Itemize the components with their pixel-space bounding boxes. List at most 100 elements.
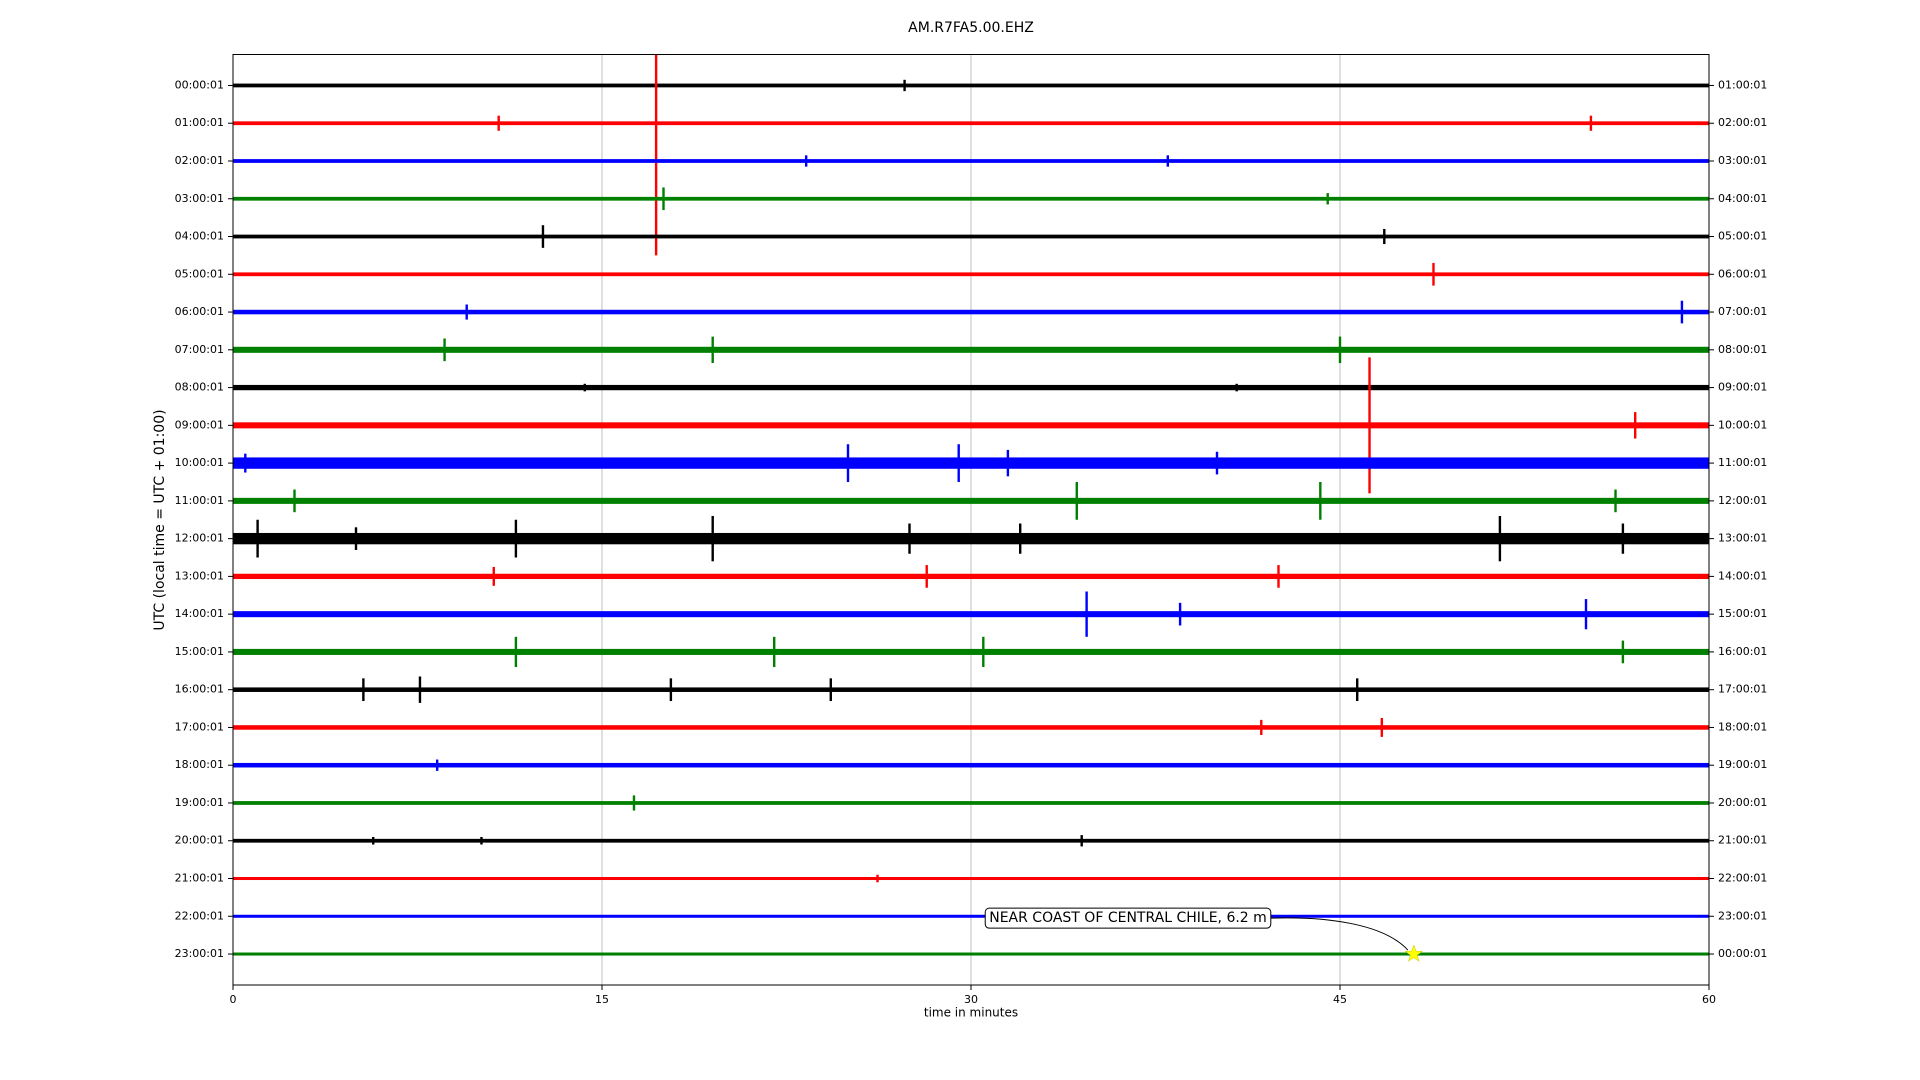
y-tick-label: 04:00:01 <box>175 230 224 243</box>
y-tick-label: 03:00:01 <box>175 192 224 205</box>
event-burst <box>804 155 808 167</box>
y-tick-label: 06:00:01 <box>175 305 224 318</box>
y-tick-label-right: 19:00:01 <box>1718 758 1767 771</box>
y-tick-label-right: 15:00:01 <box>1718 607 1767 620</box>
y-tick-label: 02:00:01 <box>175 154 224 167</box>
event-burst <box>1178 602 1182 626</box>
event-burst <box>514 519 518 558</box>
x-tick-label: 0 <box>230 993 237 1006</box>
y-tick-label-right: 20:00:01 <box>1718 796 1767 809</box>
y-tick-label: 21:00:01 <box>175 872 224 885</box>
y-tick-label-right: 11:00:01 <box>1718 456 1767 469</box>
y-tick-label: 00:00:01 <box>175 78 224 91</box>
y-tick-label-right: 22:00:01 <box>1718 872 1767 885</box>
event-burst <box>925 565 928 588</box>
y-tick-label-right: 17:00:01 <box>1718 683 1767 696</box>
y-tick-label-right: 05:00:01 <box>1718 230 1767 243</box>
y-tick-label-right: 07:00:01 <box>1718 305 1767 318</box>
event-burst <box>1215 451 1219 475</box>
y-tick-label-right: 18:00:01 <box>1718 720 1767 733</box>
y-tick-label: 10:00:01 <box>175 456 224 469</box>
event-burst <box>773 636 776 668</box>
event-burst <box>541 225 545 248</box>
event-burst <box>443 338 446 362</box>
y-tick-label: 19:00:01 <box>175 796 224 809</box>
event-burst <box>1383 228 1386 245</box>
chart-title: AM.R7FA5.00.EHZ <box>908 20 1034 36</box>
event-burst <box>244 453 247 473</box>
traces <box>233 54 1709 956</box>
y-tick-label-right: 03:00:01 <box>1718 154 1767 167</box>
event-burst <box>1338 336 1342 364</box>
y-tick-label-right: 23:00:01 <box>1718 909 1767 922</box>
y-tick-label: 01:00:01 <box>175 116 224 129</box>
event-burst <box>1006 449 1010 477</box>
y-tick-label-right: 13:00:01 <box>1718 532 1767 545</box>
event-burst <box>982 636 985 668</box>
annotation-arrow <box>1270 917 1409 951</box>
event-burst <box>1166 155 1169 167</box>
event-burst <box>846 444 850 482</box>
event-burst <box>1319 481 1322 520</box>
y-tick-label-right: 06:00:01 <box>1718 267 1767 280</box>
y-tick-label-right: 14:00:01 <box>1718 569 1767 582</box>
event-burst <box>1680 300 1684 324</box>
y-tick-label-right: 21:00:01 <box>1718 834 1767 847</box>
event-burst <box>1356 678 1359 702</box>
y-tick-label: 23:00:01 <box>175 947 224 960</box>
y-tick-label-right: 12:00:01 <box>1718 494 1767 507</box>
event-burst <box>497 115 500 131</box>
y-tick-label: 15:00:01 <box>175 645 224 658</box>
event-burst <box>1260 719 1263 736</box>
event-burst <box>293 489 296 513</box>
y-tick-label: 05:00:01 <box>175 267 224 280</box>
y-tick-label: 18:00:01 <box>175 758 224 771</box>
event-burst <box>1498 515 1502 562</box>
event-burst <box>435 759 439 771</box>
x-axis-label: time in minutes <box>924 1006 1018 1020</box>
event-burst <box>354 527 358 550</box>
y-tick-label-right: 16:00:01 <box>1718 645 1767 658</box>
event-burst <box>662 187 665 211</box>
y-tick-label-right: 02:00:01 <box>1718 116 1767 129</box>
event-burst <box>583 383 586 392</box>
event-burst <box>1368 357 1371 494</box>
y-tick-label-right: 00:00:01 <box>1718 947 1767 960</box>
event-star <box>1404 944 1424 962</box>
event-burst <box>1080 835 1083 847</box>
x-tick-label: 30 <box>964 993 978 1006</box>
event-burst <box>465 304 468 320</box>
event-burst <box>1019 523 1022 554</box>
annotation-label: NEAR COAST OF CENTRAL CHILE, 6.2 m <box>989 910 1267 926</box>
event-burst <box>829 678 832 702</box>
x-tick-label: 60 <box>1702 993 1716 1006</box>
y-tick-label: 11:00:01 <box>175 494 224 507</box>
event-burst <box>669 678 673 702</box>
event-burst <box>492 566 495 586</box>
event-burst <box>908 523 911 554</box>
event-burst <box>1277 565 1280 588</box>
y-tick-label-right: 01:00:01 <box>1718 78 1767 91</box>
event-burst <box>256 519 259 558</box>
event-burst <box>654 54 658 256</box>
event-burst <box>1075 481 1078 520</box>
event-burst <box>632 795 636 811</box>
y-tick-label: 09:00:01 <box>175 418 224 431</box>
y-tick-label: 20:00:01 <box>175 834 224 847</box>
y-tick-label-right: 09:00:01 <box>1718 381 1767 394</box>
event-burst <box>1326 193 1329 205</box>
x-tick-label: 45 <box>1333 993 1347 1006</box>
event-burst <box>876 874 879 883</box>
event-burst <box>1432 262 1435 286</box>
event-burst <box>957 444 960 482</box>
event-burst <box>514 636 518 668</box>
y-tick-label: 17:00:01 <box>175 720 224 733</box>
event-burst <box>1584 599 1588 630</box>
event-burst <box>1634 412 1637 439</box>
event-burst <box>1085 591 1088 637</box>
event-burst <box>1621 640 1625 664</box>
event-burst <box>903 79 906 92</box>
y-tick-label: 22:00:01 <box>175 909 224 922</box>
